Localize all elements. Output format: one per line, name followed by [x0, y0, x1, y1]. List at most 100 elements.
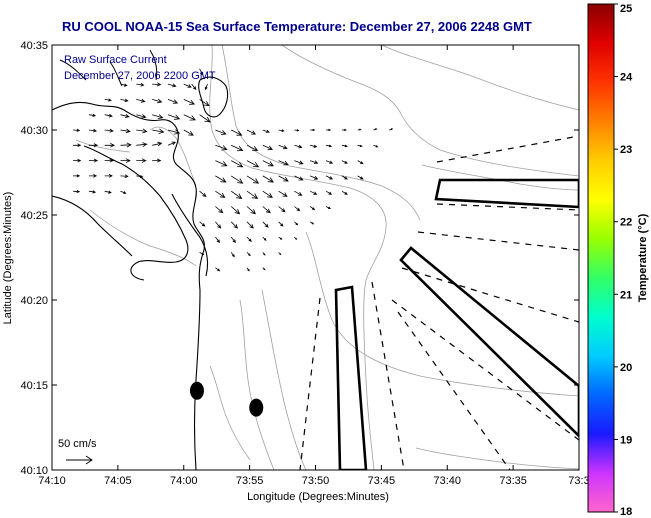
- current-vector: [246, 252, 251, 257]
- y-tick-label: 40:15: [20, 380, 48, 392]
- current-vector: [262, 206, 271, 214]
- current-vector: [294, 175, 304, 181]
- current-vector: [152, 158, 162, 163]
- current-vector: [120, 190, 127, 194]
- current-vector: [136, 158, 147, 163]
- current-vector: [278, 221, 284, 227]
- current-vector: [152, 98, 163, 104]
- dredge-site-polygon: [434, 178, 579, 209]
- current-vector: [199, 221, 206, 227]
- contour-line: [281, 45, 579, 177]
- current-vector: [73, 174, 81, 178]
- current-vector: [373, 128, 378, 131]
- dashed-line: [391, 299, 579, 441]
- current-vector: [262, 236, 267, 241]
- plot-area: [52, 45, 579, 470]
- current-vector: [341, 128, 347, 132]
- current-vector: [199, 252, 205, 255]
- contour-line: [381, 45, 579, 111]
- colorbar-tick-label: 21: [620, 289, 632, 301]
- x-tick-label: 73:40: [433, 475, 461, 487]
- current-vector: [183, 129, 194, 136]
- colorbar-ticks: 18 19 20 21 22 23 24 25: [614, 3, 633, 518]
- current-vector: [357, 128, 362, 131]
- current-vector: [152, 141, 163, 147]
- contour-line: [89, 209, 197, 267]
- current-vector: [278, 236, 283, 240]
- current-vector: [215, 175, 227, 183]
- current-vector: [246, 267, 250, 272]
- current-vector: [325, 206, 331, 209]
- coastline: [52, 101, 205, 470]
- current-vector: [104, 143, 115, 148]
- legend-line-2: December 27, 2006 2200 GMT: [64, 70, 216, 82]
- current-vector: [104, 128, 114, 133]
- y-tick-label: 40:25: [20, 210, 48, 222]
- current-vector: [183, 99, 196, 105]
- current-vector: [246, 175, 260, 184]
- contour-line: [305, 231, 579, 397]
- current-vector: [278, 129, 285, 132]
- current-vector: [309, 206, 316, 211]
- current-vector: [294, 221, 299, 226]
- current-vector: [357, 175, 364, 180]
- current-vector: [167, 129, 181, 135]
- current-vector: [230, 190, 243, 200]
- dashed-line: [397, 311, 511, 470]
- map-layer: 50 cm/s Raw Surface Current December 27,…: [52, 45, 579, 470]
- contour-line: [239, 299, 275, 470]
- current-vector: [120, 158, 131, 163]
- current-vector: [246, 221, 254, 229]
- current-vector: [262, 160, 274, 167]
- contour-line: [415, 447, 579, 470]
- vector-scale-arrowhead: [85, 455, 93, 465]
- y-axis-label: Latitude (Degrees:Minutes): [2, 192, 14, 325]
- current-vector: [262, 252, 266, 256]
- coastline-inlet: [52, 195, 133, 257]
- dredge-sites: [334, 178, 579, 470]
- legend-line-1: Raw Surface Current: [64, 54, 167, 66]
- current-vector: [88, 143, 99, 148]
- current-vector: [120, 142, 132, 148]
- vector-scale-label: 50 cm/s: [58, 438, 97, 450]
- current-vector: [120, 98, 129, 103]
- current-vector: [262, 190, 273, 198]
- x-axis-ticks: 74:10 74:05 74:00 73:55 73:50 73:45 73:40 73:35…: [38, 45, 590, 487]
- current-vector: [262, 129, 270, 133]
- colorbar-tick-label: 20: [620, 362, 632, 374]
- current-vector: [262, 267, 266, 271]
- x-axis-label: Longitude (Degrees:Minutes): [247, 491, 389, 503]
- current-vector: [325, 190, 333, 195]
- current-vector: [215, 144, 228, 151]
- current-vector: [246, 236, 252, 242]
- current-vector: [104, 158, 114, 163]
- current-vector: [136, 128, 148, 134]
- current-vector: [104, 113, 113, 118]
- current-vector: [230, 175, 244, 184]
- colorbar-label: Temperature (°C): [637, 213, 649, 302]
- current-vector: [88, 190, 97, 194]
- current-vector: [73, 189, 81, 194]
- current-vector: [136, 114, 147, 119]
- vector-scale: 50 cm/s: [58, 438, 97, 465]
- current-vector: [73, 128, 81, 132]
- current-vector: [357, 160, 364, 165]
- current-vector: [120, 174, 129, 179]
- contour-line: [421, 164, 579, 191]
- x-tick-label: 73:3: [568, 475, 589, 487]
- y-tick-label: 40:10: [20, 465, 48, 477]
- current-vector: [199, 114, 211, 123]
- x-tick-label: 73:45: [368, 475, 396, 487]
- current-vector: [104, 190, 112, 194]
- current-vector: [294, 190, 303, 196]
- current-vector: [88, 174, 98, 178]
- current-vector: [215, 160, 228, 167]
- current-vector: [215, 221, 222, 229]
- current-vector: [120, 113, 130, 118]
- current-vector: [310, 128, 316, 132]
- current-vector: [88, 128, 98, 133]
- current-vector: [136, 82, 145, 87]
- colorbar-tick-label: 25: [620, 3, 632, 15]
- current-vector: [191, 83, 197, 91]
